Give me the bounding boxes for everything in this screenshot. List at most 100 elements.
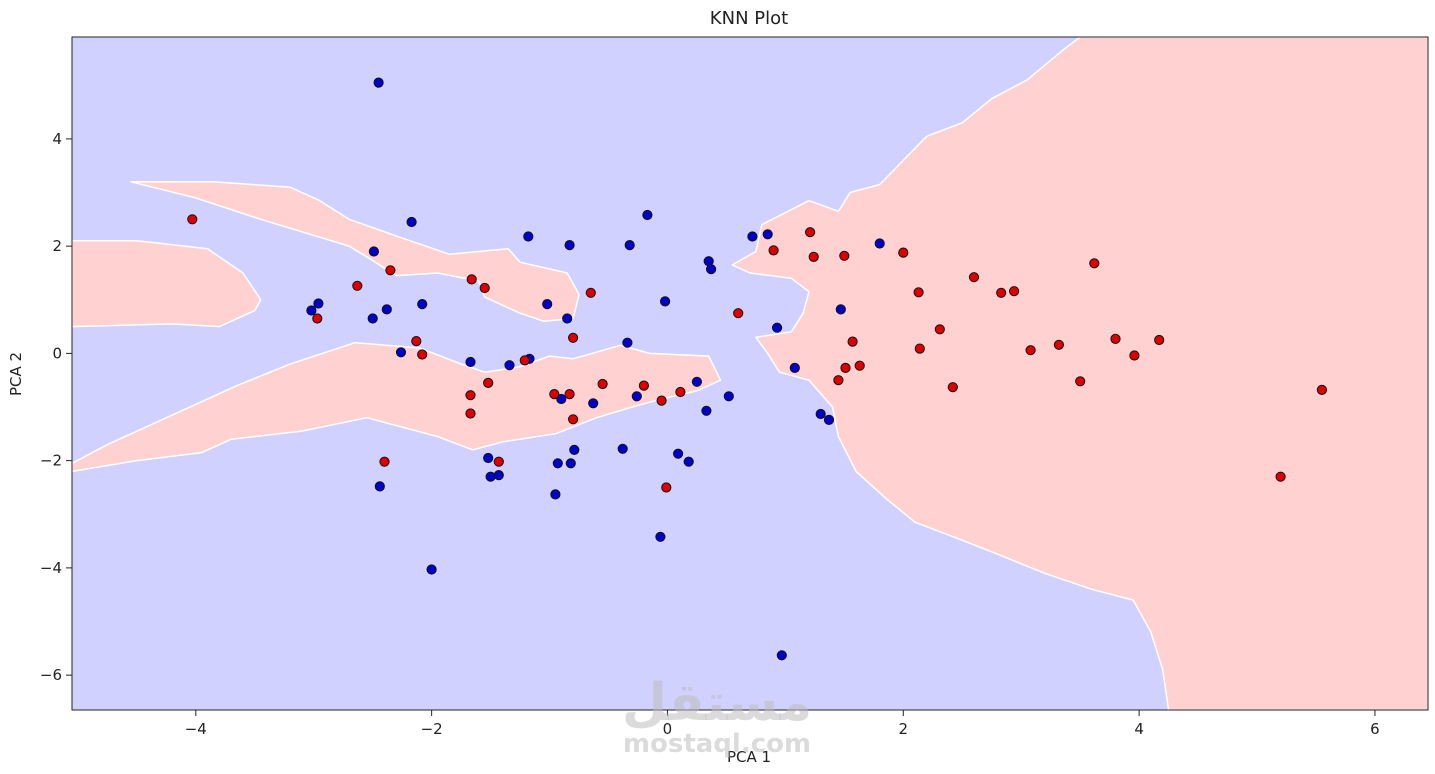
scatter-point (564, 240, 575, 251)
scatter-point (426, 564, 437, 575)
scatter-point (352, 280, 363, 291)
scatter-point (466, 274, 477, 285)
scatter-point (660, 296, 671, 307)
plot-frame (71, 36, 1429, 711)
scatter-point (683, 456, 694, 467)
scatter-point (549, 389, 560, 400)
scatter-point (913, 287, 924, 298)
scatter-point (542, 299, 553, 310)
scatter-point (564, 389, 575, 400)
scatter-point (622, 337, 633, 348)
scatter-point (642, 209, 653, 221)
decision-region-red (130, 181, 580, 322)
scatter-point (624, 240, 635, 251)
scatter-point (947, 382, 958, 393)
scatter-point (523, 231, 534, 242)
scatter-point (381, 304, 392, 315)
scatter-point (550, 489, 561, 500)
scatter-point (1154, 334, 1165, 346)
y-tick-label: −6 (40, 666, 62, 684)
scatter-point (691, 376, 703, 387)
scatter-point (914, 343, 925, 354)
scatter-point (847, 336, 858, 347)
scatter-point (996, 287, 1007, 298)
y-tick-label: 2 (52, 237, 62, 255)
scatter-point (373, 77, 384, 88)
scatter-point (504, 360, 515, 371)
scatter-point (776, 650, 787, 661)
scatter-point (638, 380, 650, 391)
scatter-point (379, 456, 390, 467)
scatter-point (656, 395, 667, 406)
scatter-point (312, 313, 323, 324)
scatter-point (493, 456, 504, 467)
scatter-point (483, 377, 494, 388)
watermark-latin: mostaql.com (623, 729, 811, 759)
scatter-point (306, 305, 317, 316)
scatter-point (835, 304, 846, 315)
scatter-point (815, 408, 826, 420)
scatter-point (483, 452, 494, 464)
y-tick-label: −4 (40, 559, 62, 577)
scatter-point (874, 238, 885, 249)
scatter-point (367, 313, 378, 324)
scatter-point (465, 408, 476, 419)
scatter-point (479, 282, 490, 294)
scatter-point (772, 322, 783, 333)
scatter-point (465, 356, 476, 368)
decision-regions (72, 37, 1428, 710)
scatter-point (493, 470, 504, 481)
scatter-point (374, 481, 385, 492)
scatter-point (840, 362, 851, 373)
scatter-point (1089, 258, 1100, 269)
scatter-point (617, 443, 628, 454)
y-axis-ticks: −6 −4 −2 0 2 4 (40, 130, 72, 684)
x-tick-label: 4 (1134, 720, 1144, 738)
scatter-points (187, 77, 1328, 661)
y-tick-label: 0 (52, 344, 62, 362)
scatter-point (465, 390, 476, 401)
scatter-point (406, 216, 417, 228)
scatter-point (411, 336, 422, 347)
scatter-point (823, 414, 835, 425)
x-tick-label: −2 (421, 720, 443, 738)
scatter-point (417, 299, 428, 310)
scatter-point (968, 272, 980, 283)
scatter-point (631, 391, 642, 402)
scatter-point (556, 393, 567, 405)
scatter-point (519, 355, 530, 366)
y-tick-label: −2 (40, 452, 62, 470)
scatter-point (762, 229, 773, 240)
scatter-point (706, 264, 717, 275)
scatter-point (675, 386, 686, 398)
scatter-point (661, 482, 672, 493)
scatter-point (1053, 339, 1065, 350)
scatter-point (805, 227, 816, 238)
scatter-point (588, 398, 599, 409)
watermark-arabic: مستقل (622, 673, 812, 733)
x-tick-label: 2 (899, 720, 909, 738)
y-axis-label: PCA 2 (7, 352, 25, 396)
scatter-point (368, 246, 379, 257)
scatter-point (552, 458, 563, 469)
scatter-point (597, 378, 608, 390)
x-axis-label: PCA 1 (727, 748, 771, 766)
scatter-point (839, 250, 850, 261)
scatter-point (568, 414, 579, 425)
decision-region-red (731, 37, 1428, 710)
x-tick-label: 6 (1370, 720, 1380, 738)
scatter-point (701, 405, 712, 416)
watermark: مستقل mostaql.com (622, 673, 812, 759)
scatter-point (565, 458, 576, 469)
scatter-point (934, 324, 945, 335)
chart-title: KNN Plot (710, 8, 788, 29)
scatter-point (585, 287, 596, 298)
scatter-point (569, 444, 580, 455)
scatter-point (673, 448, 684, 459)
scatter-point (833, 375, 844, 386)
scatter-point (789, 362, 800, 373)
scatter-point (768, 245, 779, 256)
x-axis-ticks: −4 −2 0 2 4 6 (185, 710, 1380, 738)
scatter-point (1075, 376, 1086, 387)
